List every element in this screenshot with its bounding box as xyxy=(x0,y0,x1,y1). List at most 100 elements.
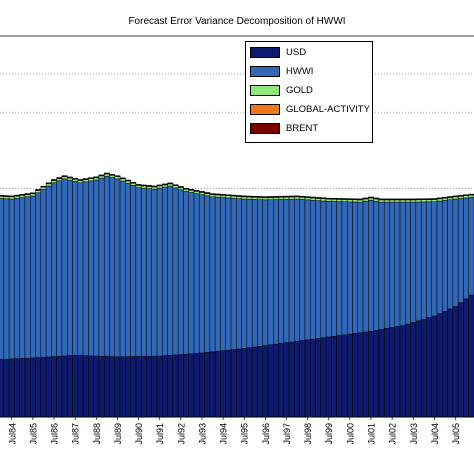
bar-brent-40 xyxy=(199,191,205,193)
bar-usd-13 xyxy=(56,356,63,418)
bar-usd-27 xyxy=(130,356,137,418)
bar-brent-45 xyxy=(225,194,232,196)
bar-brent-49 xyxy=(246,195,253,197)
bar-usd-16 xyxy=(72,355,79,418)
bar-usd-59 xyxy=(299,340,306,418)
bar-brent-55 xyxy=(278,195,285,198)
bar-brent-89 xyxy=(457,195,464,197)
bar-brent-13 xyxy=(56,177,63,179)
bar-brent-90 xyxy=(463,194,469,196)
bar-usd-51 xyxy=(257,346,263,418)
bar-brent-67 xyxy=(341,198,348,200)
x-tick-label-9: Jul92 xyxy=(176,423,186,445)
bar-brent-10 xyxy=(40,185,47,187)
bar-usd-45 xyxy=(225,349,232,418)
bar-hwwi-47 xyxy=(236,198,242,350)
chart-legend: USD HWWI GOLD GLOBAL-ACTIVITY BRENT xyxy=(245,41,373,143)
bar-hwwi-63 xyxy=(320,200,327,338)
bar-brent-72 xyxy=(368,196,374,198)
bar-hwwi-85 xyxy=(436,200,443,314)
bar-usd-46 xyxy=(230,349,237,418)
bar-usd-50 xyxy=(251,346,258,418)
x-tick-label-7: Jul90 xyxy=(134,423,144,445)
bar-brent-35 xyxy=(172,184,179,186)
bar-usd-25 xyxy=(119,356,126,418)
legend-swatch-usd xyxy=(250,47,280,58)
bar-hwwi-34 xyxy=(167,185,174,356)
x-tick-label-21: Jul04 xyxy=(430,423,440,445)
bar-usd-17 xyxy=(77,355,84,418)
bar-usd-55 xyxy=(278,343,285,418)
bar-brent-79 xyxy=(405,198,411,200)
bar-usd-73 xyxy=(373,330,380,418)
bar-hwwi-67 xyxy=(341,201,348,336)
bar-brent-52 xyxy=(262,196,269,198)
bar-brent-57 xyxy=(288,195,295,197)
bar-brent-88 xyxy=(452,195,459,197)
legend-swatch-global-activity xyxy=(250,104,280,115)
bar-usd-26 xyxy=(125,356,131,418)
bar-hwwi-56 xyxy=(283,199,290,343)
bar-brent-17 xyxy=(77,179,84,181)
bar-usd-12 xyxy=(51,356,57,418)
bar-usd-53 xyxy=(267,344,274,418)
legend-label-usd: USD xyxy=(286,47,307,58)
bar-brent-74 xyxy=(378,198,385,200)
bar-hwwi-10 xyxy=(40,189,47,358)
bar-hwwi-36 xyxy=(177,189,184,355)
bar-hwwi-88 xyxy=(452,198,459,307)
x-tick-label-3: Jul86 xyxy=(50,423,60,445)
bar-usd-84 xyxy=(431,315,438,418)
bar-usd-4 xyxy=(8,358,15,418)
legend-item-gold: GOLD xyxy=(250,84,313,97)
bar-usd-37 xyxy=(183,353,189,418)
bar-hwwi-3 xyxy=(3,198,10,360)
bar-hwwi-62 xyxy=(315,200,322,339)
x-tick-label-1: Jul84 xyxy=(7,423,17,445)
bar-brent-9 xyxy=(35,189,42,191)
bar-brent-82 xyxy=(420,198,427,200)
x-tick-label-10: Jul93 xyxy=(197,423,207,445)
bar-usd-30 xyxy=(146,355,153,418)
bar-brent-32 xyxy=(156,184,163,186)
bar-hwwi-18 xyxy=(82,181,89,356)
bar-brent-61 xyxy=(309,196,316,198)
bar-usd-60 xyxy=(304,339,311,418)
bar-hwwi-81 xyxy=(415,201,422,322)
bar-usd-41 xyxy=(204,352,211,418)
bar-brent-38 xyxy=(188,189,195,191)
bar-brent-39 xyxy=(193,190,200,192)
bar-hwwi-25 xyxy=(119,180,126,357)
bar-hwwi-73 xyxy=(373,200,380,331)
bar-brent-80 xyxy=(410,198,417,200)
bar-hwwi-51 xyxy=(257,199,263,347)
bar-hwwi-74 xyxy=(378,201,385,330)
bar-hwwi-42 xyxy=(209,196,216,353)
bar-hwwi-20 xyxy=(93,179,100,357)
x-tick-label-12: Jul95 xyxy=(240,423,250,445)
x-tick-label-19: Jul02 xyxy=(388,423,398,445)
bar-brent-8 xyxy=(30,192,36,194)
bar-brent-19 xyxy=(88,177,94,179)
bar-usd-56 xyxy=(283,342,290,418)
bar-hwwi-60 xyxy=(304,199,311,341)
bar-brent-43 xyxy=(214,193,221,195)
bar-hwwi-12 xyxy=(51,182,57,357)
bar-usd-83 xyxy=(426,317,432,418)
bar-brent-78 xyxy=(399,198,406,200)
bar-usd-29 xyxy=(140,356,147,418)
bar-usd-82 xyxy=(420,318,427,418)
bar-usd-43 xyxy=(214,351,221,418)
bar-hwwi-44 xyxy=(220,197,226,351)
bar-usd-79 xyxy=(405,323,411,418)
bar-usd-57 xyxy=(288,341,295,418)
bar-hwwi-46 xyxy=(230,198,237,350)
bar-brent-51 xyxy=(257,196,263,198)
bar-hwwi-90 xyxy=(463,197,469,300)
bar-usd-49 xyxy=(246,347,253,418)
x-tick-label-22: Jul05 xyxy=(451,423,461,445)
bar-usd-36 xyxy=(177,354,184,418)
bar-brent-27 xyxy=(130,181,137,184)
bar-usd-7 xyxy=(24,357,31,418)
bar-usd-64 xyxy=(325,336,332,418)
